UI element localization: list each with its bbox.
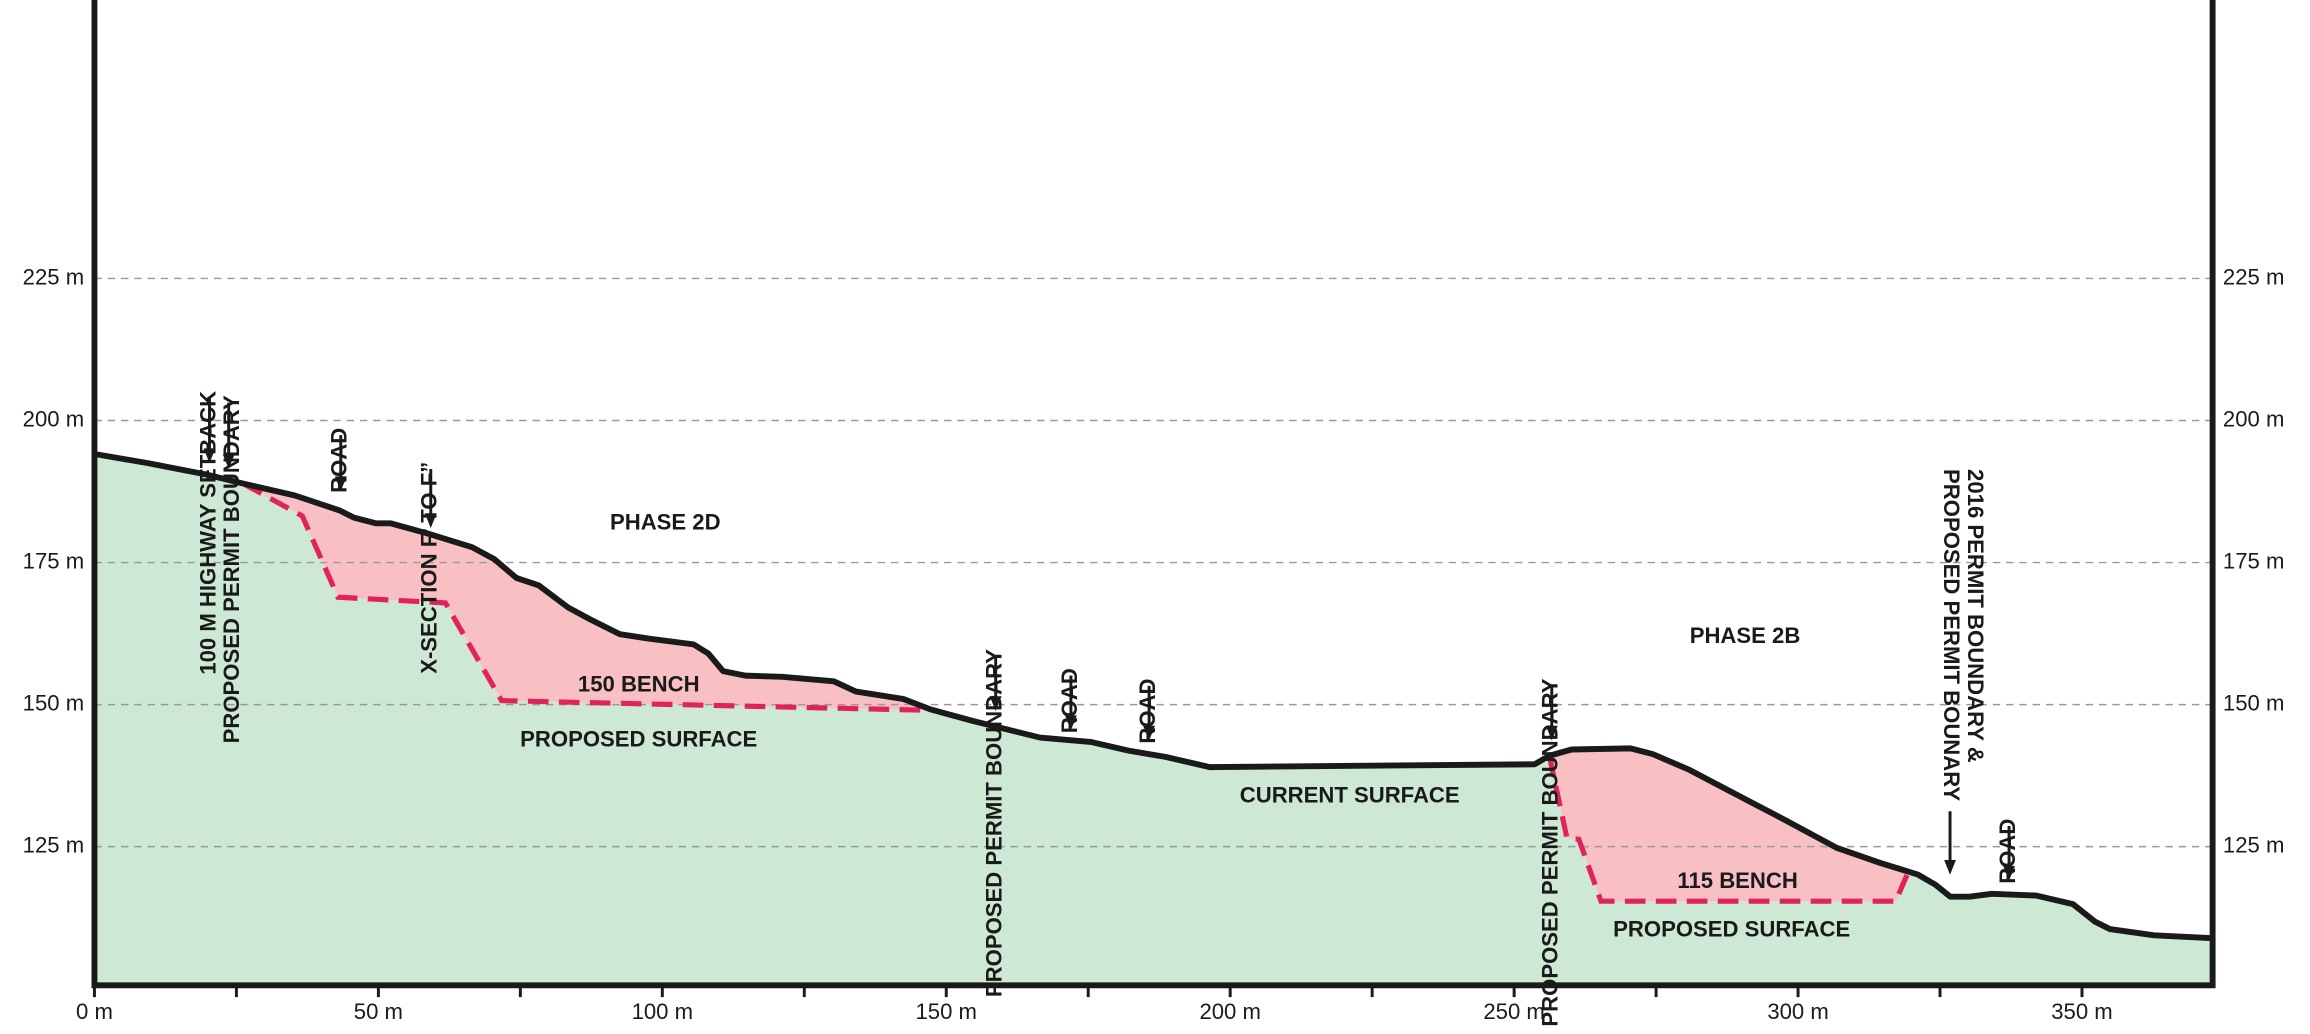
proposed-surface: [1546, 755, 1911, 904]
annotation-label: 100 M HIGHWAY SETBACK: [195, 391, 220, 675]
y-tick-label-right: 200 m: [2223, 406, 2284, 431]
y-tick-label: 225 m: [23, 264, 84, 289]
y-tick-label: 125 m: [23, 833, 84, 858]
y-tick-label-right: 150 m: [2223, 690, 2284, 715]
arrow-head: [2003, 865, 2015, 881]
x-tick-label: 50 m: [354, 999, 403, 1024]
region-label: PHASE 2B: [1690, 623, 1801, 648]
current-surface: [93, 451, 2213, 942]
annotation-label: PROPOSED PERMIT BOUNDARY: [219, 395, 244, 743]
x-tick-label: 100 m: [632, 999, 693, 1024]
annotation-label: 2016 PERMIT BOUNDARY &: [1963, 469, 1988, 763]
y-tick-label: 175 m: [23, 548, 84, 573]
annotation-label: X-SECTION F’ TO F”: [417, 462, 442, 674]
x-tick-label: 200 m: [1199, 999, 1260, 1024]
annotation-label: PROPOSED PERMIT BOUNARY: [1939, 469, 1964, 801]
arrow-head: [334, 476, 347, 492]
y-tick-label-right: 175 m: [2223, 548, 2284, 573]
y-tick-label: 150 m: [23, 690, 84, 715]
region-label: PROPOSED SURFACE: [1613, 917, 1850, 942]
region-label: CURRENT SURFACE: [1240, 782, 1460, 807]
arrow-head: [203, 448, 216, 464]
arrow-head: [1143, 725, 1155, 741]
y-tick-label-right: 125 m: [2223, 833, 2284, 858]
region-label: PHASE 2D: [610, 509, 721, 534]
cut-area: [1549, 748, 1908, 902]
x-tick-label: 350 m: [2051, 999, 2112, 1024]
region-label: 115 BENCH: [1677, 868, 1797, 893]
region-label: PROPOSED SURFACE: [520, 726, 757, 751]
x-tick-label: 250 m: [1483, 999, 1544, 1024]
arrow-head: [424, 513, 437, 529]
arrow-head: [989, 696, 1002, 711]
x-tick-label: 150 m: [916, 999, 977, 1024]
arrow-head: [1065, 715, 1077, 731]
arrow-head: [222, 454, 235, 470]
x-tick-label: 300 m: [1767, 999, 1828, 1024]
cut-area: [243, 483, 930, 711]
proposed-surface: [241, 481, 930, 713]
arrow-head: [1545, 725, 1558, 741]
region-label: 150 BENCH: [578, 672, 700, 697]
y-tick-label-right: 225 m: [2223, 264, 2284, 289]
arrow-head: [1944, 859, 1956, 875]
y-tick-label: 200 m: [23, 406, 84, 431]
x-tick-label: 0 m: [76, 999, 113, 1024]
